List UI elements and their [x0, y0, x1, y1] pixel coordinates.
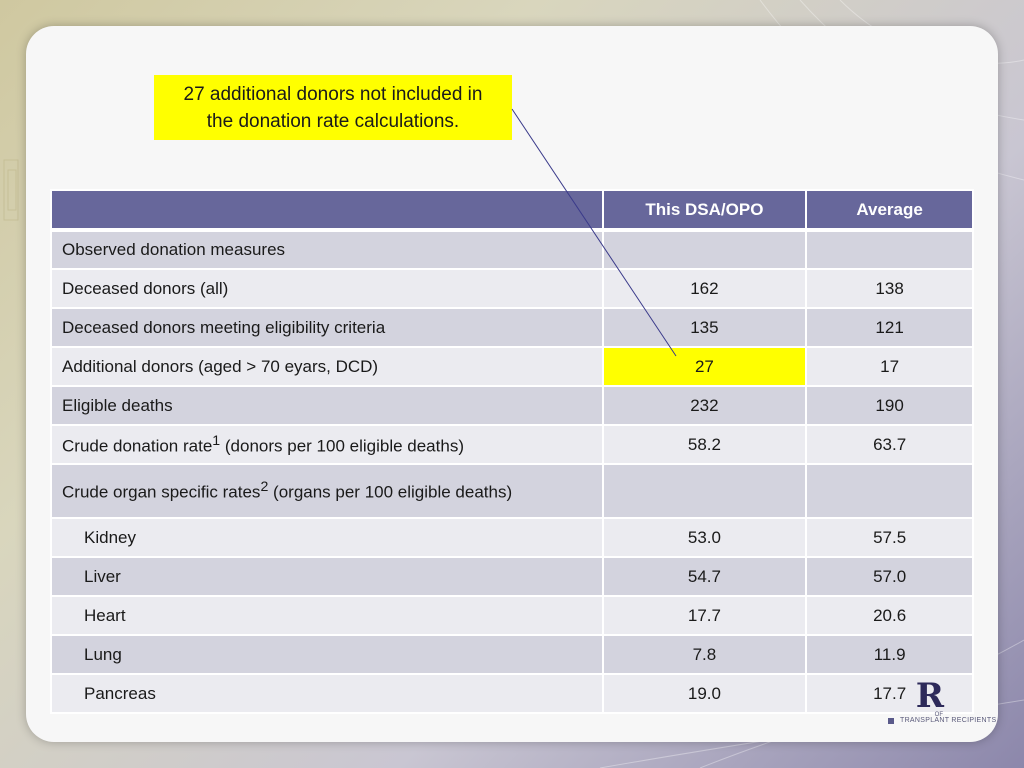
dsa-value — [601, 463, 808, 519]
table-row: Heart 17.7 20.6 — [50, 595, 974, 636]
average-value: 57.5 — [805, 517, 974, 558]
row-label: Additional donors (aged > 70 eyars, DCD) — [50, 346, 604, 387]
footnote-marker: 1 — [212, 432, 221, 449]
table-row: Additional donors (aged > 70 eyars, DCD)… — [50, 346, 974, 387]
row-label-suffix: (organs per 100 eligible deaths) — [268, 482, 513, 502]
row-label: Eligible deaths — [50, 385, 604, 426]
table-row: Kidney 53.0 57.5 — [50, 517, 974, 558]
row-label: Observed donation measures — [50, 229, 604, 270]
footnote-marker: 2 — [260, 479, 269, 496]
dsa-value: 162 — [601, 268, 808, 309]
table-row: Pancreas 19.0 17.7 — [50, 673, 974, 714]
row-label-suffix: (donors per 100 eligible deaths) — [220, 436, 464, 456]
table-row: Eligible deaths 232 190 — [50, 385, 974, 426]
table-row: Crude organ specific rates2 (organs per … — [50, 463, 974, 519]
average-value: 17 — [805, 346, 974, 387]
average-value: 20.6 — [805, 595, 974, 636]
row-label: Pancreas — [50, 673, 604, 714]
row-label: Deceased donors meeting eligibility crit… — [50, 307, 604, 348]
table-row: Deceased donors meeting eligibility crit… — [50, 307, 974, 348]
srtr-logo: R OF TRANSPLANT RECIPIENTS — [886, 676, 996, 732]
donation-table: This DSA/OPO Average Observed donation m… — [50, 189, 974, 714]
average-value: 57.0 — [805, 556, 974, 597]
average-value: 121 — [805, 307, 974, 348]
header-this-dsa-opo: This DSA/OPO — [601, 189, 808, 232]
dsa-value: 17.7 — [601, 595, 808, 636]
row-label: Heart — [50, 595, 604, 636]
row-label: Crude organ specific rates2 (organs per … — [50, 463, 604, 519]
callout-note: 27 additional donors not included in the… — [154, 75, 512, 140]
average-value — [805, 229, 974, 270]
dsa-value: 232 — [601, 385, 808, 426]
row-label: Deceased donors (all) — [50, 268, 604, 309]
dsa-value: 19.0 — [601, 673, 808, 714]
average-value: 11.9 — [805, 634, 974, 675]
row-label: Kidney — [50, 517, 604, 558]
logo-of-text: OF — [934, 712, 943, 718]
average-value: 190 — [805, 385, 974, 426]
logo-letter: R — [915, 676, 944, 716]
average-value: 63.7 — [805, 424, 974, 465]
row-label: Liver — [50, 556, 604, 597]
dsa-value: 54.7 — [601, 556, 808, 597]
logo-subtitle: TRANSPLANT RECIPIENTS — [900, 717, 997, 724]
table-row: Lung 7.8 11.9 — [50, 634, 974, 675]
header-average: Average — [805, 189, 974, 232]
average-value — [805, 463, 974, 519]
row-label-text: Crude donation rate — [62, 436, 213, 456]
average-value: 17.7 — [805, 673, 974, 714]
table-row: Deceased donors (all) 162 138 — [50, 268, 974, 309]
dsa-value-highlighted: 27 — [601, 346, 808, 387]
dsa-value: 53.0 — [601, 517, 808, 558]
row-label-text: Crude organ specific rates — [62, 482, 261, 502]
header-measure — [50, 189, 604, 232]
dsa-value: 7.8 — [601, 634, 808, 675]
callout-line-2: the donation rate calculations. — [206, 111, 460, 132]
dsa-value — [601, 229, 808, 270]
row-label: Lung — [50, 634, 604, 675]
dsa-value: 135 — [601, 307, 808, 348]
table-row: Observed donation measures — [50, 229, 974, 270]
row-label: Crude donation rate1 (donors per 100 eli… — [50, 424, 604, 465]
average-value: 138 — [805, 268, 974, 309]
logo-square-icon — [888, 718, 894, 724]
table-row: Crude donation rate1 (donors per 100 eli… — [50, 424, 974, 465]
dsa-value: 58.2 — [601, 424, 808, 465]
table-row: Liver 54.7 57.0 — [50, 556, 974, 597]
table-header-row: This DSA/OPO Average — [50, 189, 974, 232]
callout-line-1: 27 additional donors not included in — [183, 84, 483, 105]
